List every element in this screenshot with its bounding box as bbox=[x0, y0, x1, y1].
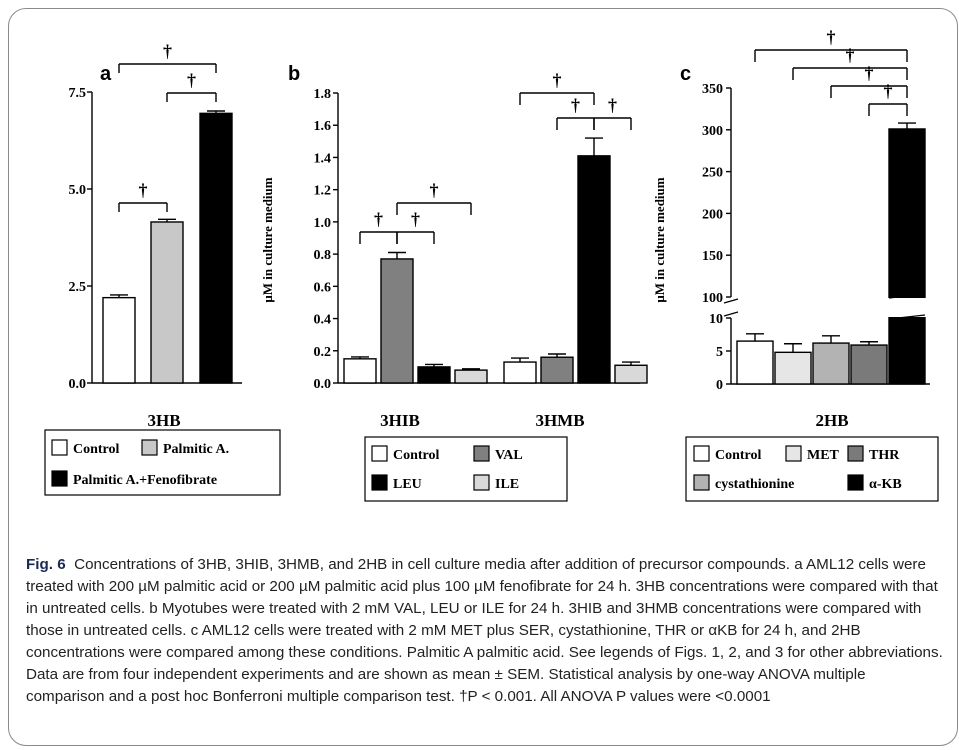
panel-c-xlabel: 2HB bbox=[815, 411, 848, 430]
panel-b-bar-1-1 bbox=[540, 356, 574, 384]
panel-b-3hib-sig-0-dagger: † bbox=[374, 209, 383, 229]
panel-b-ytick-label: 0.8 bbox=[314, 248, 332, 263]
panel-a-legend-swatch-2 bbox=[51, 470, 68, 487]
panel-c-legend-swatch-0 bbox=[693, 445, 710, 462]
panel-b-legend-swatch-0 bbox=[371, 445, 388, 462]
caption-text: Concentrations of 3HB, 3HIB, 3HMB, and 2… bbox=[26, 556, 943, 705]
panel-a-ytick-label: 0.0 bbox=[69, 377, 87, 392]
panel-b-ytick-label: 1.8 bbox=[314, 87, 332, 102]
panel-c-bar-break-line-1 bbox=[888, 314, 926, 320]
panel-b-legend-label-1: VAL bbox=[495, 448, 523, 463]
panel-a-sig-1-dagger: † bbox=[187, 70, 196, 90]
panel-b-category-0: 3HIB bbox=[380, 411, 420, 430]
panel-c-ytick-upper-label: 150 bbox=[702, 249, 723, 264]
panel-a-legend-label-2: Palmitic A.+Fenofibrate bbox=[73, 473, 217, 488]
panel-b-3hib-sig-1-dagger: † bbox=[411, 209, 420, 229]
panel-a-ytick-label: 7.5 bbox=[69, 86, 87, 101]
panel-a-legend-swatch-1 bbox=[141, 439, 158, 456]
panel-b-ytick-label: 0.4 bbox=[314, 313, 332, 328]
panel-c-bar-0 bbox=[736, 340, 774, 385]
panel-b-bar-0-2 bbox=[417, 366, 451, 384]
panel-c-legend-swatch-1 bbox=[785, 445, 802, 462]
figure-frame bbox=[8, 8, 958, 746]
panel-b-bar-1-2 bbox=[577, 155, 611, 384]
panel-c-ytick-lower-label: 0 bbox=[716, 378, 723, 393]
figure-caption: Fig. 6 Concentrations of 3HB, 3HIB, 3HMB… bbox=[26, 554, 946, 708]
panel-a-sig-0-dagger: † bbox=[139, 180, 148, 200]
panel-c-bar-break-line-0 bbox=[888, 293, 926, 299]
panel-b-ytick-label: 1.2 bbox=[314, 184, 332, 199]
panel-c-ytick-lower-label: 10 bbox=[709, 312, 723, 327]
panel-c-bar-3 bbox=[850, 344, 888, 385]
panel-c-sig-2-dagger: † bbox=[865, 63, 874, 83]
panel-c-bar-2 bbox=[812, 342, 850, 385]
panel-c-legend-label-0: Control bbox=[715, 448, 762, 463]
panel-a-label: a bbox=[100, 63, 112, 85]
panel-c-legend-label-2: THR bbox=[869, 448, 900, 463]
panel-c-legend-swatch-2 bbox=[847, 445, 864, 462]
panel-c-ytick-upper-label: 300 bbox=[702, 124, 723, 139]
panel-b-legend-swatch-3 bbox=[473, 474, 490, 491]
panel-b-bar-0-3 bbox=[454, 369, 488, 384]
panel-b-3hmb-sig-1-dagger: † bbox=[571, 95, 580, 115]
figure-label: Fig. 6 bbox=[26, 556, 66, 573]
panel-c-sig-3-dagger: † bbox=[884, 81, 893, 101]
panel-c-legend-label-1: MET bbox=[807, 448, 840, 463]
panel-c-axis-break-1 bbox=[723, 311, 739, 317]
panel-b-ytick-label: 1.4 bbox=[314, 151, 332, 166]
panel-a-legend-label-1: Palmitic A. bbox=[163, 442, 229, 457]
panel-c-axis-break-0 bbox=[723, 298, 739, 304]
panel-b-bar-0-0 bbox=[343, 358, 377, 384]
panel-c-ytick-upper-label: 350 bbox=[702, 82, 723, 97]
panel-a-legend-label-0: Control bbox=[73, 442, 120, 457]
panel-c-legend-label-4: α-KB bbox=[869, 477, 902, 492]
panel-a-bar-2 bbox=[199, 112, 233, 384]
panel-c-sig-1-dagger: † bbox=[846, 45, 855, 65]
panel-b-legend-label-2: LEU bbox=[393, 477, 422, 492]
panel-c-ylabel: μM in culture medium bbox=[652, 177, 667, 302]
panel-c-ytick-upper-label: 200 bbox=[702, 207, 723, 222]
panel-b-3hmb-sig-2-dagger: † bbox=[608, 95, 617, 115]
panel-b-ytick-label: 1.6 bbox=[314, 119, 332, 134]
panel-c-legend-label-3: cystathionine bbox=[715, 477, 794, 492]
panel-b-legend-label-3: ILE bbox=[495, 477, 519, 492]
panel-b-legend-swatch-1 bbox=[473, 445, 490, 462]
panel-b-ytick-label: 0.6 bbox=[314, 280, 332, 295]
panel-b-ylabel: μM in culture medium bbox=[260, 177, 275, 302]
panel-b-ytick-label: 1.0 bbox=[314, 216, 332, 231]
panel-b-bar-1-0 bbox=[503, 361, 537, 384]
panel-a-bar-1 bbox=[150, 221, 184, 384]
panel-c-label: c bbox=[680, 63, 691, 85]
panel-c-ytick-upper-label: 100 bbox=[702, 291, 723, 306]
panel-a-sig-2-dagger: † bbox=[163, 41, 172, 61]
panel-c-bar-1 bbox=[774, 351, 812, 385]
panel-c-ytick-lower-label: 5 bbox=[716, 345, 723, 360]
panel-b-3hmb-sig-0-dagger: † bbox=[553, 70, 562, 90]
panel-b-category-1: 3HMB bbox=[535, 411, 584, 430]
panel-b-legend-box bbox=[364, 436, 568, 502]
panel-c-sig-0-dagger: † bbox=[827, 27, 836, 47]
panel-b-ytick-label: 0.2 bbox=[314, 345, 332, 360]
panel-b-bar-0-1 bbox=[380, 258, 414, 384]
panel-a-legend-box bbox=[44, 429, 281, 496]
panel-a-legend-swatch-0 bbox=[51, 439, 68, 456]
panel-b-legend-label-0: Control bbox=[393, 448, 440, 463]
panel-a-ytick-label: 2.5 bbox=[69, 280, 87, 295]
panel-a-ytick-label: 5.0 bbox=[69, 183, 87, 198]
figure-plots: a 0.0 2.5 5.0 7.5 † † † 3HB Control Palmitic A. Pal… bbox=[44, 27, 939, 502]
panel-c-bar-4 bbox=[888, 128, 926, 385]
panel-c-bar-break-gap bbox=[887, 298, 927, 317]
panel-b-bar-1-3 bbox=[614, 364, 648, 384]
panel-b-ytick-label: 0.0 bbox=[314, 377, 332, 392]
panel-c-legend-swatch-3 bbox=[693, 474, 710, 491]
panel-c-ytick-upper-label: 250 bbox=[702, 166, 723, 181]
panel-b-label: b bbox=[288, 63, 300, 85]
panel-b-legend-swatch-2 bbox=[371, 474, 388, 491]
panel-c-legend-swatch-4 bbox=[847, 474, 864, 491]
panel-b-3hib-sig-2-dagger: † bbox=[430, 180, 439, 200]
panel-a-bar-0 bbox=[102, 296, 136, 384]
panel-c-legend-box bbox=[685, 436, 939, 502]
panel-a-xlabel: 3HB bbox=[147, 411, 180, 430]
